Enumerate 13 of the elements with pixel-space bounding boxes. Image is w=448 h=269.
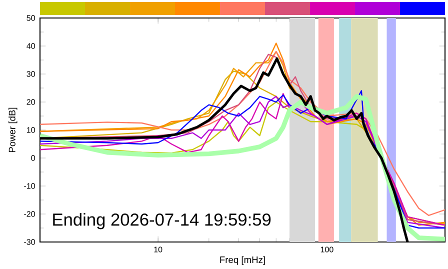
y-axis-title: Power [dB] — [8, 108, 18, 152]
y-tick-label: 0 — [31, 155, 35, 161]
y-tick-label: 40 — [26, 43, 35, 49]
y-tick-label: 10 — [27, 127, 35, 133]
x-tick-label: 100 — [320, 246, 334, 252]
y-tick-label: 20 — [26, 99, 35, 105]
y-tick-label: 50 — [26, 15, 35, 21]
y-tick-label: 30 — [26, 71, 35, 77]
y-tick-label: -10 — [24, 183, 35, 189]
y-tick-label: -30 — [24, 239, 35, 245]
annotation: Ending 2026-07-14 19:59:59 — [53, 213, 271, 230]
x-axis-title: Freq [mHz] — [220, 256, 265, 265]
y-tick-label: -20 — [24, 211, 35, 217]
